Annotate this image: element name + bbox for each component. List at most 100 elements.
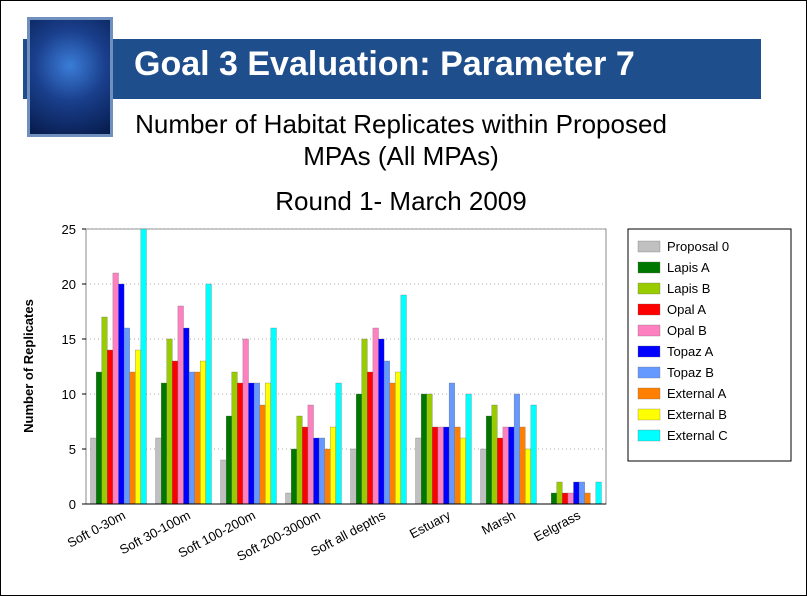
bar [243, 339, 249, 504]
bar [195, 372, 201, 504]
bar [531, 405, 537, 504]
bar [167, 339, 173, 504]
bar [367, 372, 373, 504]
legend-label: Topaz A [667, 344, 714, 359]
y-tick-label: 0 [69, 497, 76, 512]
bar [421, 394, 427, 504]
bar [107, 350, 113, 504]
bar [184, 328, 190, 504]
bar [189, 372, 195, 504]
bar [481, 449, 487, 504]
bar [416, 438, 422, 504]
bar [221, 460, 227, 504]
legend-label: Opal A [667, 302, 706, 317]
bar [156, 438, 162, 504]
bar [291, 449, 297, 504]
bar [395, 372, 401, 504]
bar [557, 482, 563, 504]
bar [308, 405, 314, 504]
y-tick-label: 25 [62, 222, 76, 237]
bar [579, 482, 585, 504]
legend-swatch [638, 262, 660, 273]
bar [254, 383, 260, 504]
bar [585, 493, 591, 504]
bar [466, 394, 472, 504]
bar [486, 416, 492, 504]
bar [206, 284, 212, 504]
x-tick-label: Soft all depths [308, 507, 388, 559]
legend-swatch [638, 304, 660, 315]
x-tick-label: Estuary [407, 507, 453, 541]
bar [460, 438, 466, 504]
bar [286, 493, 292, 504]
bar [525, 449, 531, 504]
bar [351, 449, 357, 504]
bar [161, 383, 167, 504]
bar [237, 383, 243, 504]
bar [135, 350, 141, 504]
legend-swatch [638, 367, 660, 378]
legend-label: Lapis B [667, 281, 710, 296]
legend-label: Lapis A [667, 260, 710, 275]
bar [265, 383, 271, 504]
bar [232, 372, 238, 504]
legend-label: Topaz B [667, 365, 714, 380]
bar [503, 427, 509, 504]
bar [260, 405, 266, 504]
bar [562, 493, 568, 504]
legend-label: External B [667, 407, 727, 422]
legend-swatch [638, 430, 660, 441]
bar [574, 482, 580, 504]
y-tick-label: 5 [69, 442, 76, 457]
bar [91, 438, 97, 504]
chart: Number of Replicates 0510152025Soft 0-30… [1, 1, 806, 595]
bar [449, 383, 455, 504]
y-tick-label: 20 [62, 277, 76, 292]
bar [444, 427, 450, 504]
bar [141, 229, 147, 504]
legend-swatch [638, 388, 660, 399]
bar [497, 438, 503, 504]
bar [200, 361, 206, 504]
bar [390, 383, 396, 504]
y-tick-label: 10 [62, 387, 76, 402]
y-tick-label: 15 [62, 332, 76, 347]
legend-swatch [638, 346, 660, 357]
bar [401, 295, 407, 504]
bar [314, 438, 320, 504]
bar [568, 493, 574, 504]
y-axis-label: Number of Replicates [21, 299, 36, 433]
bar [325, 449, 331, 504]
bar [384, 361, 390, 504]
bar [356, 394, 362, 504]
legend-swatch [638, 409, 660, 420]
bar [551, 493, 557, 504]
legend-label: Opal B [667, 323, 707, 338]
bar [96, 372, 102, 504]
bar [427, 394, 433, 504]
x-tick-label: Marsh [479, 507, 518, 537]
bar [509, 427, 515, 504]
bar [319, 438, 325, 504]
legend-swatch [638, 241, 660, 252]
bar [432, 427, 438, 504]
bar [226, 416, 232, 504]
bar [438, 427, 444, 504]
legend-label: External C [667, 428, 728, 443]
bar [373, 328, 379, 504]
bar [362, 339, 368, 504]
bar [520, 427, 526, 504]
bar [514, 394, 520, 504]
legend-swatch [638, 283, 660, 294]
slide: Goal 3 Evaluation: Parameter 7 Number of… [0, 0, 807, 596]
bar [249, 383, 255, 504]
legend-label: External A [667, 386, 727, 401]
x-tick-label: Eelgrass [531, 507, 583, 544]
bar [172, 361, 178, 504]
bar [130, 372, 136, 504]
legend-swatch [638, 325, 660, 336]
bar [379, 339, 385, 504]
bar [455, 427, 461, 504]
legend-label: Proposal 0 [667, 239, 729, 254]
bar [102, 317, 108, 504]
